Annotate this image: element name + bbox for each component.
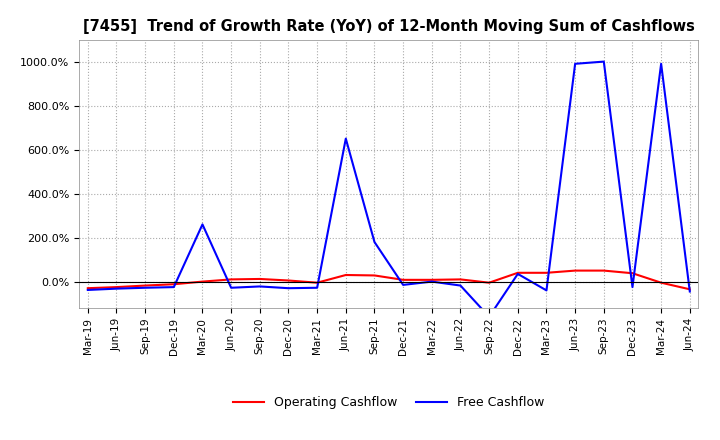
Operating Cashflow (370, 273, 379, 278)
Free Cashflow (341, 136, 350, 141)
Free Cashflow (141, 285, 150, 290)
Free Cashflow (571, 61, 580, 66)
Free Cashflow (198, 222, 207, 227)
Operating Cashflow (112, 285, 121, 290)
Line: Operating Cashflow: Operating Cashflow (88, 271, 690, 290)
Free Cashflow (169, 285, 178, 290)
Operating Cashflow (169, 282, 178, 287)
Title: [7455]  Trend of Growth Rate (YoY) of 12-Month Moving Sum of Cashflows: [7455] Trend of Growth Rate (YoY) of 12-… (83, 19, 695, 34)
Free Cashflow (628, 285, 636, 290)
Free Cashflow (227, 285, 235, 290)
Free Cashflow (399, 282, 408, 288)
Operating Cashflow (284, 278, 293, 283)
Free Cashflow (600, 59, 608, 64)
Free Cashflow (456, 283, 465, 288)
Free Cashflow (112, 286, 121, 291)
Operating Cashflow (198, 279, 207, 284)
Line: Free Cashflow: Free Cashflow (88, 62, 690, 317)
Operating Cashflow (227, 277, 235, 282)
Operating Cashflow (628, 271, 636, 276)
Free Cashflow (370, 239, 379, 245)
Free Cashflow (542, 288, 551, 293)
Operating Cashflow (485, 280, 493, 286)
Free Cashflow (513, 271, 522, 276)
Operating Cashflow (399, 277, 408, 282)
Free Cashflow (312, 285, 321, 290)
Free Cashflow (428, 279, 436, 284)
Operating Cashflow (513, 270, 522, 275)
Operating Cashflow (600, 268, 608, 273)
Operating Cashflow (571, 268, 580, 273)
Operating Cashflow (428, 277, 436, 282)
Operating Cashflow (685, 287, 694, 292)
Free Cashflow (84, 287, 92, 293)
Free Cashflow (256, 284, 264, 289)
Operating Cashflow (341, 272, 350, 278)
Operating Cashflow (256, 276, 264, 282)
Legend: Operating Cashflow, Free Cashflow: Operating Cashflow, Free Cashflow (228, 392, 550, 414)
Operating Cashflow (84, 286, 92, 291)
Free Cashflow (685, 289, 694, 294)
Free Cashflow (485, 314, 493, 319)
Operating Cashflow (542, 270, 551, 275)
Free Cashflow (657, 61, 665, 66)
Free Cashflow (284, 286, 293, 291)
Operating Cashflow (456, 277, 465, 282)
Operating Cashflow (312, 280, 321, 286)
Operating Cashflow (657, 280, 665, 286)
Operating Cashflow (141, 283, 150, 288)
